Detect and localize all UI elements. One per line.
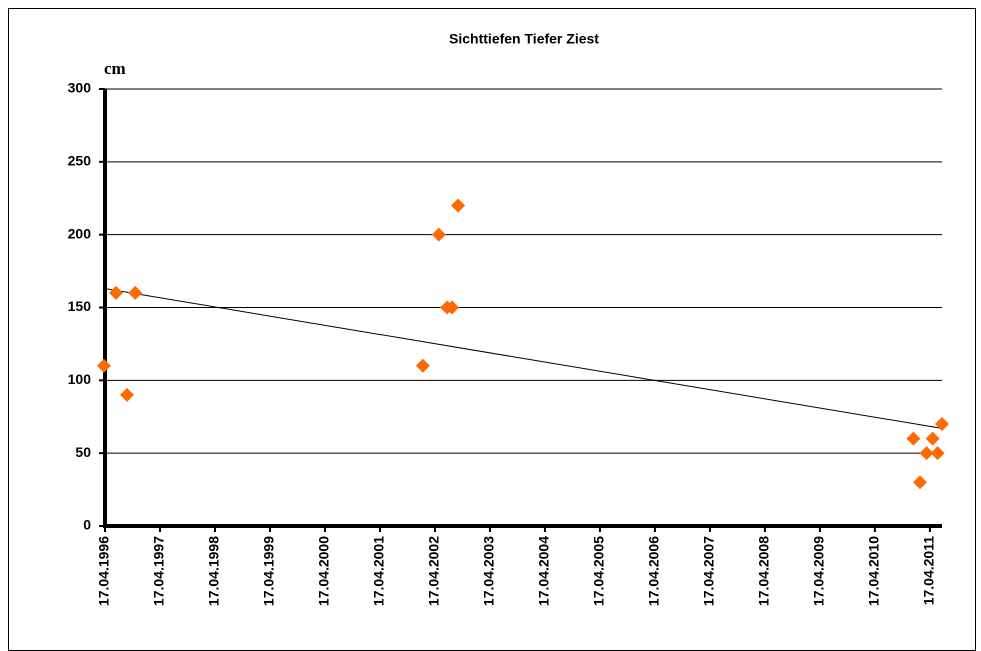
- point: [108, 285, 123, 300]
- x-tick-label: 17.04.1996: [96, 536, 112, 606]
- point: [919, 446, 934, 461]
- x-tick-label: 17.04.2005: [591, 536, 607, 606]
- trendline: [104, 288, 943, 429]
- x-tick-label: 17.04.2007: [701, 536, 717, 606]
- x-tick-label: 17.04.2006: [646, 536, 662, 606]
- x-tick-label: 17.04.2010: [866, 536, 882, 606]
- chart-title: Sichttiefen Tiefer Ziest: [449, 31, 599, 47]
- point: [906, 431, 921, 446]
- y-tick-label: 200: [68, 225, 92, 241]
- y-tick-label: 50: [75, 444, 91, 460]
- x-tick-label: 17.04.2003: [481, 536, 497, 606]
- chart-border: [8, 8, 976, 651]
- y-tick-label: 250: [68, 153, 92, 169]
- x-tick-label: 17.04.2004: [536, 536, 552, 606]
- point: [415, 358, 430, 373]
- x-tick-label: 17.04.2009: [811, 536, 827, 606]
- y-tick-label: 300: [68, 80, 92, 96]
- point: [451, 198, 466, 213]
- point: [925, 431, 940, 446]
- x-tick-label: 17.04.1997: [151, 536, 167, 606]
- x-tick-label: 17.04.1999: [261, 536, 277, 606]
- x-tick-label: 17.04.2002: [426, 536, 442, 606]
- y-tick-label: 0: [83, 517, 91, 533]
- x-tick-label: 17.04.2001: [371, 536, 387, 606]
- y-axis-label: cm: [104, 59, 126, 78]
- point: [96, 358, 111, 373]
- point: [445, 300, 460, 315]
- x-tick-label: 17.04.2008: [756, 536, 772, 606]
- point: [128, 285, 143, 300]
- y-tick-label: 150: [68, 298, 92, 314]
- x-tick-label: 17.04.2000: [316, 536, 332, 606]
- point: [935, 417, 949, 432]
- point: [119, 387, 134, 402]
- x-tick-label: 17.04.1998: [206, 536, 222, 606]
- x-tick-label: 17.04.2011: [921, 536, 937, 606]
- point: [913, 475, 928, 490]
- point: [431, 227, 446, 242]
- point: [930, 446, 945, 461]
- y-tick-label: 100: [68, 371, 92, 387]
